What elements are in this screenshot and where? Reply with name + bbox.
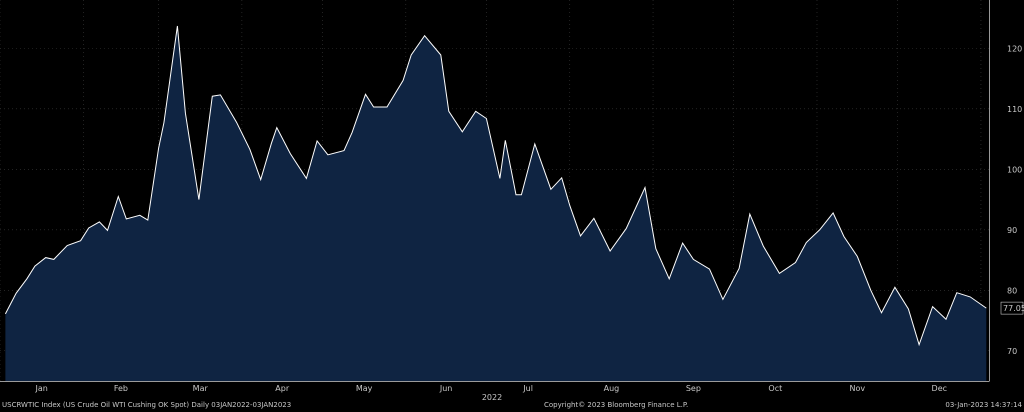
y-tick-label: 90	[1007, 226, 1017, 235]
x-tick-label: Aug	[604, 384, 620, 393]
last-value-label: 77.05	[1003, 304, 1024, 313]
x-tick-label: Apr	[275, 384, 290, 393]
x-tick-label: May	[356, 384, 373, 393]
price-area-fill	[5, 26, 987, 381]
y-tick-label: 120	[1007, 44, 1022, 53]
y-tick-label: 110	[1007, 105, 1022, 114]
x-tick-label: Nov	[850, 384, 866, 393]
x-axis-year-label: 2022	[482, 393, 502, 402]
footer-series-description: USCRWTIC Index (US Crude Oil WTI Cushing…	[2, 401, 292, 409]
x-tick-label: Sep	[686, 384, 701, 393]
x-tick-labels: Jan Feb Mar Apr May Jun Jul Aug Sep Oct Nov Dec	[34, 384, 947, 393]
x-tick-label: Oct	[768, 384, 782, 393]
y-tick-label: 100	[1007, 165, 1022, 174]
x-tick-label: Jun	[439, 384, 453, 393]
y-tick-label: 80	[1007, 286, 1017, 295]
y-tick-labels: 70 80 90 100 110 120	[1007, 44, 1022, 355]
price-line	[4, 25, 987, 347]
y-tick-label: 70	[1007, 347, 1017, 356]
footer-timestamp: 03-Jan-2023 14:37:14	[945, 401, 1022, 409]
x-tick-label: Mar	[193, 384, 209, 393]
x-tick-label: Jul	[522, 384, 533, 393]
last-value-box	[1000, 301, 1024, 315]
x-tick-label: Dec	[932, 384, 947, 393]
x-tick-label: Jan	[34, 384, 47, 393]
footer-copyright: Copyright© 2023 Bloomberg Finance L.P.	[544, 401, 689, 409]
x-tick-label: Feb	[114, 384, 128, 393]
